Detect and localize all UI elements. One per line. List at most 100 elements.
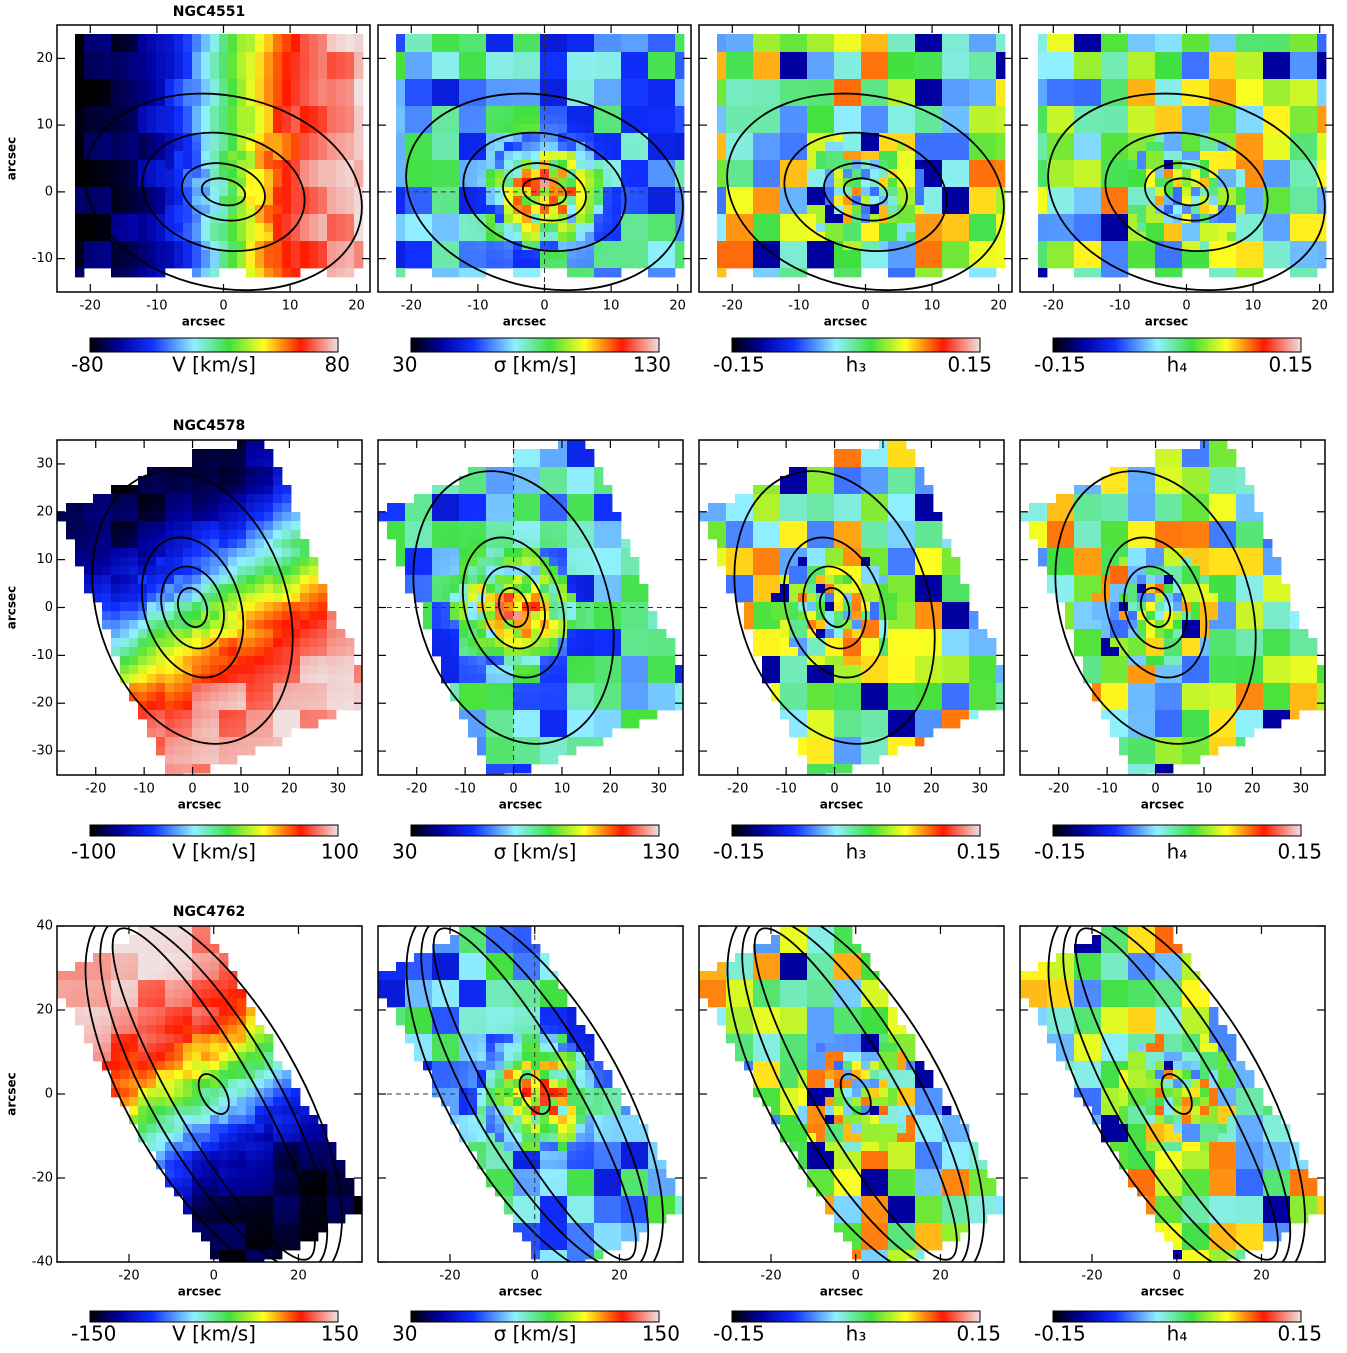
map-pixel — [1074, 160, 1084, 170]
map-pixel — [156, 196, 166, 206]
map-pixel — [1038, 70, 1048, 80]
map-pixel — [1083, 196, 1093, 206]
contour — [462, 131, 627, 253]
map-pixel — [558, 458, 568, 468]
map-pixel — [531, 566, 541, 576]
map-pixel — [504, 133, 514, 143]
map-pixel — [1164, 97, 1174, 107]
map-pixel — [834, 61, 844, 71]
map-pixel — [585, 259, 595, 269]
map-pixel — [630, 196, 640, 206]
map-pixel — [219, 232, 229, 242]
map-pixel — [138, 494, 148, 504]
map-pixel — [780, 61, 790, 71]
map-pixel — [138, 710, 148, 720]
map-pixel — [120, 512, 130, 522]
map-pixel — [102, 79, 112, 89]
map-pixel — [1245, 259, 1255, 269]
map-pixel — [300, 178, 310, 188]
map-pixel — [165, 79, 175, 89]
map-pixel — [1263, 232, 1273, 242]
map-pixel — [237, 97, 247, 107]
map-pixel — [870, 223, 880, 233]
map-pixel — [603, 521, 613, 531]
map-pixel — [1065, 169, 1075, 179]
map-pixel — [648, 106, 658, 116]
map-pixel — [309, 557, 319, 567]
map-pixel — [540, 584, 550, 594]
map-pixel — [540, 494, 550, 504]
map-pixel — [486, 575, 496, 585]
map-pixel — [558, 629, 568, 639]
map-pixel — [639, 70, 649, 80]
map-pixel — [336, 692, 346, 702]
map-pixel — [1236, 151, 1246, 161]
map-pixel — [246, 142, 256, 152]
map-pixel — [192, 674, 202, 684]
map-pixel — [423, 593, 433, 603]
map-pixel — [414, 575, 424, 585]
map-pixel — [1218, 70, 1228, 80]
map-pixel — [156, 503, 166, 513]
map-pixel — [192, 467, 202, 477]
contour — [160, 565, 225, 650]
map-pixel — [129, 620, 139, 630]
map-pixel — [1299, 178, 1309, 188]
map-pixel — [423, 79, 433, 89]
map-pixel — [1155, 34, 1165, 44]
map-pixel — [540, 665, 550, 675]
map-pixel — [1245, 124, 1255, 134]
map-pixel — [228, 43, 238, 53]
map-pixel — [183, 187, 193, 197]
map-pixel — [264, 512, 274, 522]
map-pixel — [531, 602, 541, 612]
map-pixel — [558, 512, 568, 522]
map-pixel — [477, 476, 487, 486]
map-pixel — [675, 106, 685, 116]
map-pixel — [513, 494, 523, 504]
map-pixel — [852, 268, 862, 278]
map-pixel — [405, 160, 415, 170]
map-pixel — [264, 584, 274, 594]
map-pixel — [771, 88, 781, 98]
map-pixel — [1155, 241, 1165, 251]
map-pixel — [666, 142, 676, 152]
map-pixel — [1092, 70, 1102, 80]
map-pixel — [129, 106, 139, 116]
map-pixel — [237, 512, 247, 522]
map-pixel — [1056, 79, 1066, 89]
map-pixel — [1074, 268, 1084, 278]
map-pixel — [282, 205, 292, 215]
map-pixel — [594, 205, 604, 215]
map-pixel — [111, 151, 121, 161]
map-pixel — [120, 70, 130, 80]
map-pixel — [1200, 70, 1210, 80]
map-pixel — [834, 241, 844, 251]
map-pixel — [111, 124, 121, 134]
map-pixel — [273, 485, 283, 495]
map-pixel — [102, 88, 112, 98]
map-pixel — [504, 539, 514, 549]
map-pixel — [246, 268, 256, 278]
map-pixel — [1128, 79, 1138, 89]
map-pixel — [459, 88, 469, 98]
map-pixel — [717, 88, 727, 98]
map-pixel — [924, 196, 934, 206]
map-pixel — [843, 259, 853, 269]
map-pixel — [486, 557, 496, 567]
map-pixel — [630, 106, 640, 116]
map-pixel — [852, 205, 862, 215]
map-pixel — [84, 539, 94, 549]
map-pixel — [576, 241, 586, 251]
map-pixel — [246, 178, 256, 188]
map-pixel — [762, 232, 772, 242]
map-pixel — [852, 88, 862, 98]
map-pixel — [102, 530, 112, 540]
map-pixel — [210, 593, 220, 603]
map-pixel — [657, 115, 667, 125]
map-pixel — [165, 773, 175, 775]
map-pixel — [915, 241, 925, 251]
map-pixel — [522, 656, 532, 666]
map-pixel — [816, 250, 826, 260]
map-pixel — [219, 178, 229, 188]
